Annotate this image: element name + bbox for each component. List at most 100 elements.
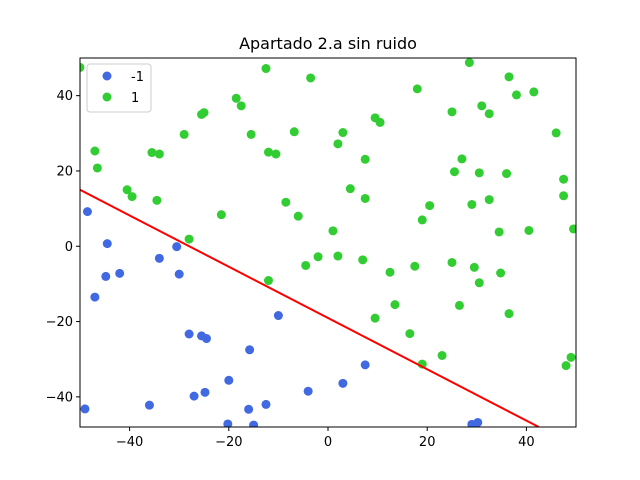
- point-series0-10: [184, 329, 194, 339]
- point-series0-26: [473, 417, 483, 427]
- point-series1-70: [561, 361, 571, 371]
- point-series1-8: [179, 129, 189, 139]
- point-series0-11: [189, 391, 199, 401]
- point-series1-39: [405, 329, 415, 339]
- plot-area: [80, 58, 576, 427]
- point-series1-7: [154, 149, 164, 159]
- point-series0-6: [144, 400, 154, 410]
- point-series1-25: [313, 252, 323, 262]
- point-series0-13: [201, 334, 211, 344]
- legend-label-1: 1: [131, 91, 139, 106]
- point-series1-20: [281, 197, 291, 207]
- legend-marker-0: [102, 71, 112, 81]
- point-series1-6: [152, 195, 162, 205]
- point-series0-4: [101, 271, 111, 281]
- point-series0-5: [115, 268, 125, 278]
- point-series1-58: [484, 109, 494, 119]
- point-series1-27: [333, 251, 343, 261]
- point-series1-57: [484, 195, 494, 205]
- point-series1-71: [566, 352, 576, 362]
- point-series0-24: [360, 360, 370, 370]
- point-series1-26: [328, 226, 338, 236]
- point-series1-18: [263, 276, 273, 286]
- point-series1-45: [437, 350, 447, 360]
- point-series1-64: [511, 90, 521, 100]
- x-tick-label-0: −40: [116, 435, 143, 450]
- y-tick-label-1: −20: [46, 315, 73, 330]
- point-series1-55: [474, 168, 484, 178]
- point-series1-21: [289, 127, 299, 137]
- point-series1-28: [333, 139, 343, 149]
- point-series0-17: [245, 345, 255, 355]
- point-series1-13: [231, 93, 241, 103]
- point-series0-9: [174, 269, 184, 279]
- point-series1-43: [417, 215, 427, 225]
- point-series1-53: [469, 262, 479, 272]
- point-series1-68: [559, 174, 569, 184]
- point-series1-47: [447, 107, 457, 117]
- point-series1-51: [464, 58, 474, 68]
- point-series0-23: [338, 378, 348, 388]
- point-series0-15: [224, 375, 234, 385]
- point-series0-19: [249, 420, 259, 427]
- point-series1-30: [345, 184, 355, 194]
- point-series1-29: [338, 128, 348, 138]
- point-series1-9: [184, 234, 194, 244]
- point-series0-2: [90, 292, 100, 302]
- point-series1-67: [551, 128, 561, 138]
- axes-frame: [79, 57, 577, 428]
- point-series1-52: [467, 199, 477, 209]
- legend: -11: [86, 63, 152, 113]
- point-series1-59: [494, 227, 504, 237]
- separator-line: [80, 188, 540, 427]
- point-series1-14: [236, 101, 246, 111]
- point-series1-15: [246, 129, 256, 139]
- point-series1-38: [390, 300, 400, 310]
- point-series0-20: [261, 399, 271, 409]
- point-series0-8: [172, 242, 182, 252]
- point-series0-16: [223, 419, 233, 427]
- legend-label-0: -1: [131, 70, 144, 85]
- point-series1-19: [271, 149, 281, 159]
- point-series0-0: [82, 207, 92, 217]
- axes: −40 −20 0 20 40 −40 −20 0 20 40: [46, 57, 577, 450]
- point-series0-18: [244, 404, 254, 414]
- point-series1-34: [370, 313, 380, 323]
- point-series1-16: [261, 64, 271, 74]
- point-series1-65: [524, 225, 534, 235]
- point-series1-11: [199, 108, 209, 118]
- point-series1-23: [301, 260, 311, 270]
- point-series1-46: [447, 257, 457, 267]
- point-series1-5: [147, 148, 157, 158]
- x-tick-label-3: 20: [419, 435, 436, 450]
- x-tick-label-1: −20: [215, 435, 242, 450]
- point-series1-37: [385, 267, 395, 277]
- x-tick-label-4: 40: [518, 435, 535, 450]
- point-series1-12: [216, 210, 226, 220]
- point-series0-22: [303, 386, 313, 396]
- point-series1-17: [263, 147, 273, 157]
- y-tick-label-2: 0: [65, 240, 73, 255]
- y-tick-label-4: 40: [56, 89, 73, 104]
- point-series1-40: [410, 261, 420, 271]
- y-tick-label-0: −40: [46, 390, 73, 405]
- point-series1-33: [360, 154, 370, 164]
- chart-title: Apartado 2.a sin ruido: [239, 34, 417, 53]
- point-series1-69: [559, 191, 569, 201]
- point-series0-14: [200, 387, 210, 397]
- y-tick-label-3: 20: [56, 164, 73, 179]
- point-series0-1: [80, 404, 90, 414]
- point-series1-72: [569, 224, 576, 234]
- point-series0-7: [154, 253, 164, 263]
- point-series1-61: [502, 169, 512, 179]
- point-series1-66: [529, 87, 539, 97]
- point-series1-0: [80, 62, 85, 72]
- point-series1-3: [122, 185, 132, 195]
- point-series1-44: [425, 201, 435, 211]
- point-series1-63: [504, 72, 514, 82]
- point-series1-2: [92, 163, 102, 173]
- point-series1-1: [90, 146, 100, 156]
- point-series1-60: [496, 268, 506, 278]
- point-series1-4: [127, 192, 137, 202]
